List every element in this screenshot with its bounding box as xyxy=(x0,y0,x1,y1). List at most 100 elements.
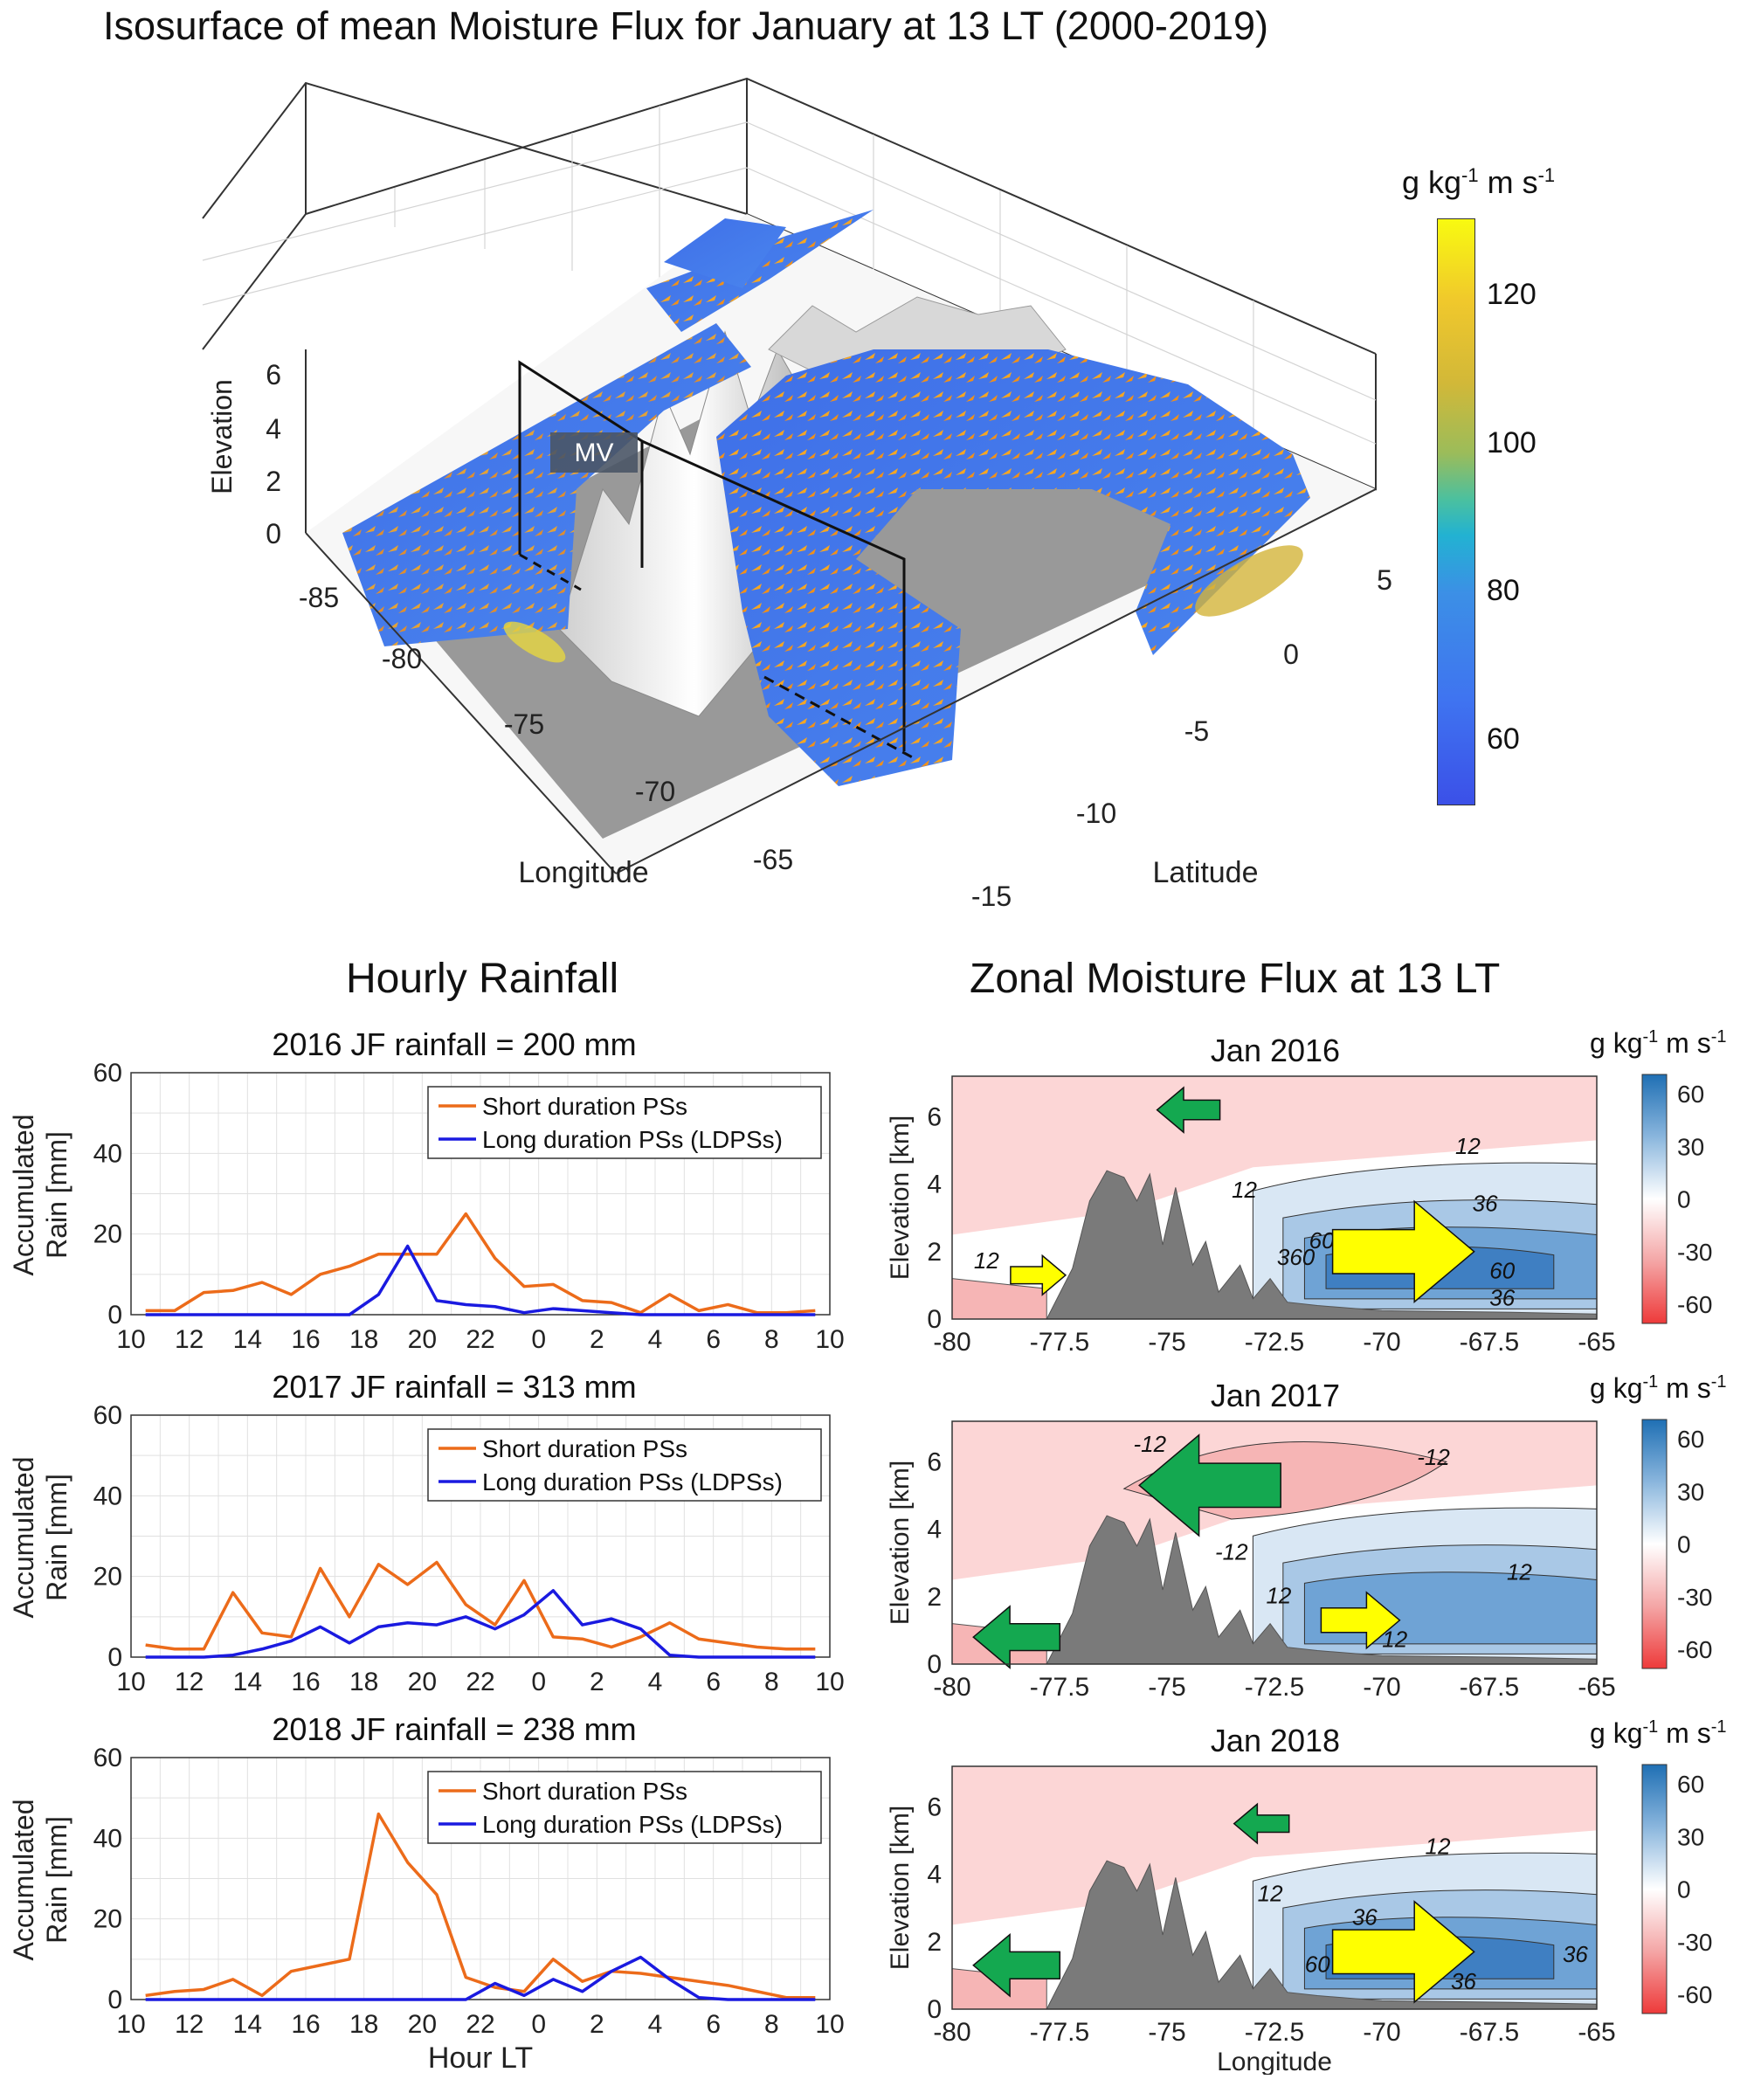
y-tick-label: 0 xyxy=(107,1301,122,1330)
easterly-arrow xyxy=(1138,1433,1281,1537)
y-axis-label: Accumulated xyxy=(8,1457,39,1619)
rain-chart-title: 2018 JF rainfall = 238 mm xyxy=(272,1711,636,1747)
flux-chart-title: Jan 2017 xyxy=(1211,1378,1340,1413)
x-tick-label: -65 xyxy=(1578,2018,1615,2047)
x-tick-label: -70 xyxy=(1363,2018,1400,2047)
main-title: Isosurface of mean Moisture Flux for Jan… xyxy=(103,3,1269,48)
x-tick-label: 18 xyxy=(349,1325,378,1354)
legend-label-long: Long duration PSs (LDPSs) xyxy=(482,1811,783,1838)
x-axis-label: Longitude xyxy=(1217,2048,1332,2075)
iso-z-tick: 6 xyxy=(266,359,281,390)
rain-header: Hourly Rainfall xyxy=(346,956,619,1002)
iso-colorbar xyxy=(1437,218,1475,805)
iso-x-tick: -85 xyxy=(299,582,339,613)
contour-label: 36 xyxy=(1473,1190,1498,1216)
x-tick-label: 10 xyxy=(116,2010,145,2039)
contour-label: -12 xyxy=(1417,1444,1450,1470)
y-tick-label: 0 xyxy=(107,1643,122,1672)
x-tick-label: 4 xyxy=(648,2010,663,2039)
contour-label: 12 xyxy=(1232,1177,1257,1203)
x-tick-label: -72.5 xyxy=(1245,2018,1304,2047)
y-axis-label: Rain [mm] xyxy=(41,1474,73,1601)
cross-section-frame xyxy=(518,360,918,762)
westerly-arrow xyxy=(1010,1254,1067,1296)
flux-cb-tick: 60 xyxy=(1677,1081,1704,1108)
y-axis-label: Elevation [km] xyxy=(886,1806,915,1970)
flux-chart-title: Jan 2018 xyxy=(1211,1723,1340,1758)
iso-z-tick: 0 xyxy=(266,518,281,549)
plot-frame xyxy=(130,1414,831,1658)
flux-colorbar-title: g kg-1 m s-1 xyxy=(1590,1027,1727,1059)
flux-cb-tick: 30 xyxy=(1677,1133,1704,1160)
x-tick-label: 22 xyxy=(466,2010,494,2039)
y-axis-label: Elevation [km] xyxy=(886,1461,915,1625)
x-tick-label: 0 xyxy=(531,2010,546,2039)
y-tick-label: 60 xyxy=(93,1744,122,1772)
x-tick-label: 8 xyxy=(764,1668,779,1696)
legend: Short duration PSs Long duration PSs (LDP… xyxy=(427,1428,822,1502)
x-tick-label: 16 xyxy=(291,2010,320,2039)
flux-colorbar xyxy=(1641,1764,1668,2014)
x-tick-label: -77.5 xyxy=(1030,1673,1089,1702)
westerly-arrow xyxy=(1331,1900,1475,2004)
x-tick-label: 4 xyxy=(648,1325,663,1354)
x-tick-label: -80 xyxy=(933,1328,970,1357)
contour-label: 12 xyxy=(1258,1880,1283,1906)
flux-cb-tick: -30 xyxy=(1677,1584,1712,1611)
x-tick-label: 0 xyxy=(531,1668,546,1696)
x-tick-label: 6 xyxy=(706,1325,721,1354)
y-tick-label: 40 xyxy=(93,1482,122,1510)
flux-chart-title: Jan 2016 xyxy=(1211,1033,1340,1068)
x-tick-label: 6 xyxy=(706,2010,721,2039)
y-tick-label: 2 xyxy=(927,1238,942,1267)
iso-cb-tick: 100 xyxy=(1487,426,1536,459)
contour-label: 36 xyxy=(1352,1903,1378,1930)
flux-cb-tick: 30 xyxy=(1677,1478,1704,1505)
y-tick-label: 0 xyxy=(107,1986,122,2014)
iso-x-label: Longitude xyxy=(518,856,648,889)
x-tick-label: -65 xyxy=(1578,1673,1615,1702)
x-tick-label: -80 xyxy=(933,2018,970,2047)
x-tick-label: -67.5 xyxy=(1460,2018,1519,2047)
x-tick-label: 14 xyxy=(233,1668,262,1696)
plot-frame xyxy=(951,1765,1598,2010)
easterly-arrow xyxy=(1233,1802,1290,1845)
iso-axes xyxy=(305,349,1377,874)
mv-label-box xyxy=(550,432,638,473)
y-tick-label: 20 xyxy=(93,1905,122,1934)
contour-label: 60 xyxy=(1309,1227,1335,1254)
contour-label: 12 xyxy=(1266,1583,1291,1609)
flux-cb-tick: 0 xyxy=(1677,1876,1691,1903)
series-line-short xyxy=(145,1212,816,1315)
iso-grid xyxy=(202,106,1377,445)
x-tick-label: 18 xyxy=(349,1668,378,1696)
terrain-silhouette xyxy=(1046,1170,1598,1320)
x-tick-label: 10 xyxy=(116,1325,145,1354)
y-tick-label: 4 xyxy=(927,1861,942,1889)
plot-frame xyxy=(130,1757,831,2000)
x-tick-label: 4 xyxy=(648,1668,663,1696)
iso-y-tick: -10 xyxy=(1076,798,1116,829)
y-tick-label: 40 xyxy=(93,1824,122,1853)
legend: Short duration PSs Long duration PSs (LDP… xyxy=(427,1086,822,1159)
rain-chart-title: 2017 JF rainfall = 313 mm xyxy=(272,1369,636,1405)
series-line-long xyxy=(145,1244,816,1316)
contour-label: 12 xyxy=(1425,1833,1450,1859)
flux-cb-tick: -30 xyxy=(1677,1929,1712,1956)
contour-label: 12 xyxy=(974,1247,999,1274)
contour-label: 12 xyxy=(1507,1558,1532,1585)
x-tick-label: 0 xyxy=(531,1325,546,1354)
iso-y-tick: -5 xyxy=(1184,715,1209,747)
x-tick-label: 2 xyxy=(590,1668,604,1696)
iso-cb-tick: 60 xyxy=(1487,722,1520,756)
legend-label-short: Short duration PSs xyxy=(482,1778,687,1805)
x-tick-label: 14 xyxy=(233,1325,262,1354)
plot-frame xyxy=(951,1420,1598,1665)
x-tick-label: -67.5 xyxy=(1460,1328,1519,1357)
iso-y-tick: 0 xyxy=(1283,639,1299,670)
contour-label: -12 xyxy=(1215,1538,1248,1565)
x-tick-label: -75 xyxy=(1148,2018,1185,2047)
